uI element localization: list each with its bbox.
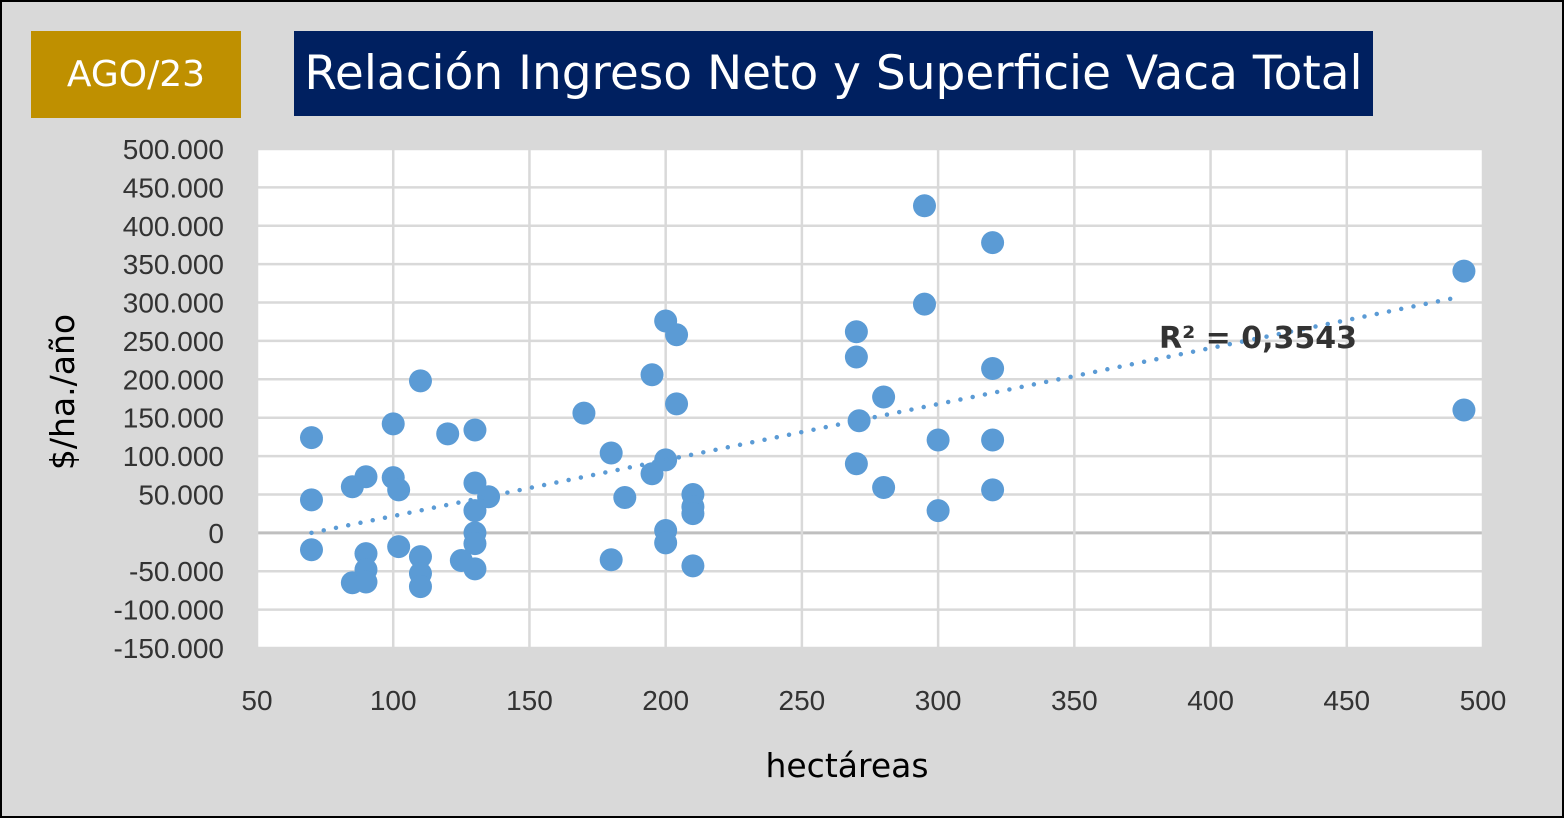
data-point (872, 385, 896, 409)
x-tick-label: 400 (1187, 685, 1234, 716)
data-point (387, 535, 411, 559)
data-point (844, 320, 868, 344)
data-point (981, 231, 1005, 255)
y-axis-label: $/ha./año (43, 314, 82, 470)
data-point (926, 499, 950, 523)
x-tick-label: 50 (241, 685, 272, 716)
data-point (640, 363, 664, 387)
data-point (463, 557, 487, 581)
plot-area (257, 149, 1483, 648)
y-tick-label: -150.000 (113, 633, 224, 664)
x-tick-label: 300 (915, 685, 962, 716)
r-squared-label: R² = 0,3543 (1159, 321, 1357, 356)
data-point (387, 478, 411, 502)
data-point (354, 570, 378, 594)
data-point (654, 531, 678, 555)
data-point (299, 488, 323, 512)
data-point (354, 542, 378, 566)
x-tick-label: 450 (1323, 685, 1370, 716)
data-point (847, 409, 871, 433)
data-point (872, 476, 896, 500)
data-point (463, 532, 487, 556)
trendline (309, 294, 1461, 536)
y-tick-label: 250.000 (123, 326, 224, 357)
data-point (613, 486, 637, 510)
data-point (408, 575, 432, 599)
data-point (665, 392, 689, 416)
y-tick-label: 450.000 (123, 172, 224, 203)
x-tick-label: 500 (1460, 685, 1507, 716)
data-point (681, 502, 705, 526)
data-point (912, 292, 936, 316)
x-tick-label: 200 (642, 685, 689, 716)
data-point (572, 401, 596, 425)
y-tick-label: 400.000 (123, 211, 224, 242)
x-tick-label: 100 (370, 685, 417, 716)
data-point (599, 441, 623, 465)
data-point (981, 357, 1005, 381)
chart-title: Relación Ingreso Neto y Superficie Vaca … (294, 31, 1373, 116)
data-point (354, 465, 378, 489)
data-point (436, 422, 460, 446)
data-point (463, 418, 487, 442)
data-point (926, 428, 950, 452)
data-point (408, 369, 432, 393)
data-point (477, 485, 501, 509)
data-point (1452, 398, 1476, 422)
data-point (681, 554, 705, 578)
y-tick-label: 350.000 (123, 249, 224, 280)
data-point (599, 548, 623, 572)
y-tick-label: -50.000 (129, 556, 224, 587)
data-point (981, 428, 1005, 452)
y-tick-label: -100.000 (113, 595, 224, 626)
period-badge: AGO/23 (31, 31, 241, 118)
data-point (299, 538, 323, 562)
data-point (1452, 259, 1476, 283)
y-tick-label: 150.000 (123, 403, 224, 434)
x-tick-label: 150 (506, 685, 553, 716)
y-tick-label: 0 (208, 518, 224, 549)
y-tick-label: 200.000 (123, 364, 224, 395)
x-tick-label: 250 (779, 685, 826, 716)
x-axis-label: hectáreas (765, 746, 928, 785)
data-point (844, 452, 868, 476)
data-point (665, 323, 689, 347)
data-point (912, 194, 936, 218)
data-point (408, 545, 432, 569)
data-point (981, 478, 1005, 502)
x-tick-label: 350 (1051, 685, 1098, 716)
data-point (381, 412, 405, 436)
y-tick-label: 300.000 (123, 288, 224, 319)
data-point (299, 426, 323, 450)
y-tick-label: 500.000 (123, 134, 224, 165)
y-tick-label: 100.000 (123, 441, 224, 472)
y-tick-label: 50.000 (138, 479, 224, 510)
data-point (844, 345, 868, 369)
